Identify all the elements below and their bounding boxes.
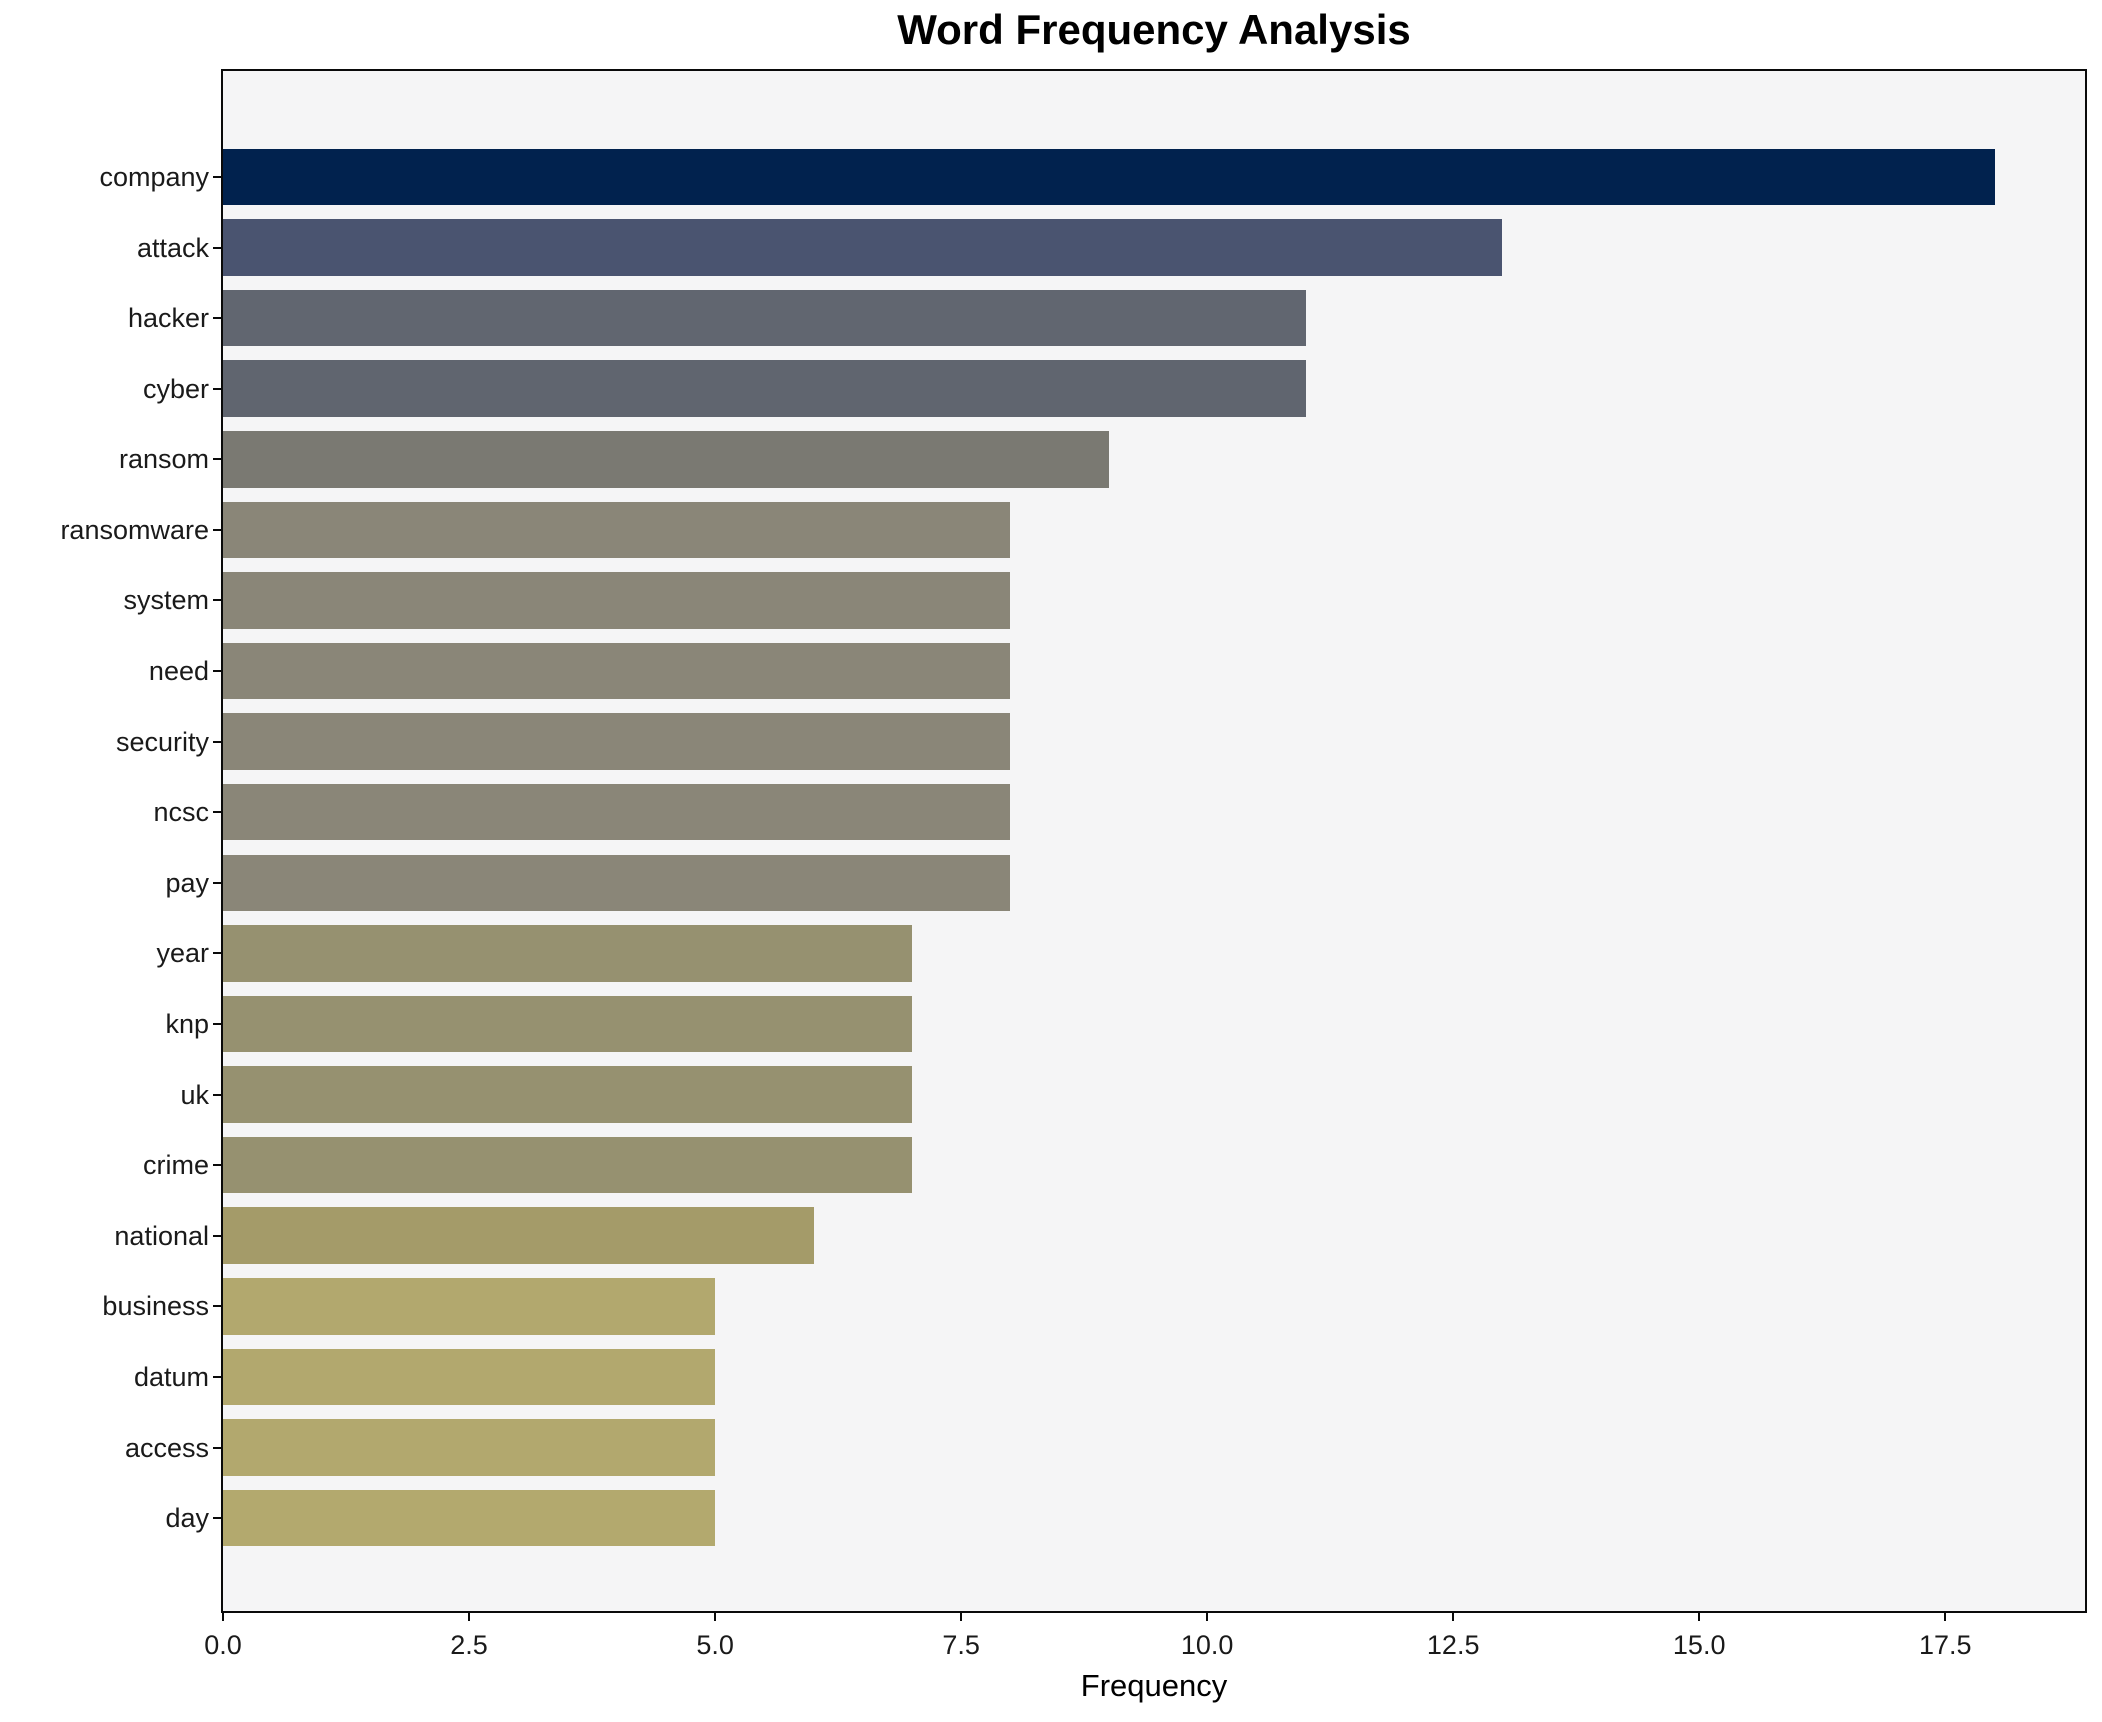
x-tick-mark	[222, 1612, 224, 1621]
bar-knp	[223, 995, 912, 1053]
y-tick-mark	[213, 1305, 222, 1308]
y-tick-label-national: national	[114, 1220, 209, 1251]
x-tick-label-15.0: 15.0	[1672, 1630, 1726, 1660]
y-tick-mark	[213, 1517, 222, 1520]
plot-area	[221, 69, 2087, 1613]
y-tick-label-uk: uk	[180, 1079, 209, 1110]
y-tick-mark	[213, 1234, 222, 1237]
y-tick-label-day: day	[165, 1503, 209, 1534]
bar-uk	[223, 1066, 912, 1123]
x-axis-label: Frequency	[1080, 1668, 1228, 1703]
bar-company	[223, 148, 1995, 206]
y-tick-label-hacker: hacker	[127, 303, 209, 334]
bar-pay	[223, 854, 1011, 912]
bar-hacker	[223, 289, 1306, 347]
y-tick-mark	[213, 811, 222, 814]
x-tick-label-17.5: 17.5	[1919, 1630, 1972, 1660]
x-tick-label-10.0: 10.0	[1180, 1630, 1234, 1660]
y-tick-mark	[213, 952, 222, 955]
y-tick-label-ransomware: ransomware	[60, 514, 209, 545]
y-tick-label-ncsc: ncsc	[153, 797, 209, 828]
y-tick-mark	[213, 387, 222, 390]
x-tick-mark	[960, 1612, 963, 1621]
y-tick-mark	[213, 1446, 222, 1449]
bar-access	[223, 1419, 716, 1476]
x-tick-mark	[1206, 1612, 1209, 1621]
y-tick-label-year: year	[156, 938, 209, 969]
chart-title: Word Frequency Analysis	[897, 6, 1411, 53]
x-tick-label-7.5: 7.5	[942, 1630, 980, 1660]
y-tick-mark	[213, 670, 222, 672]
y-tick-mark	[213, 175, 222, 178]
bar-datum	[223, 1348, 716, 1406]
y-tick-label-datum: datum	[133, 1361, 209, 1392]
bar-security	[223, 713, 1011, 770]
y-tick-mark	[213, 599, 222, 602]
x-tick-mark	[468, 1612, 470, 1621]
bar-ncsc	[223, 783, 1011, 841]
y-tick-mark	[213, 458, 222, 461]
y-tick-label-company: company	[99, 161, 209, 192]
y-tick-label-pay: pay	[165, 867, 209, 898]
y-tick-mark	[213, 740, 222, 743]
y-tick-mark	[213, 1375, 222, 1378]
y-tick-label-business: business	[102, 1291, 209, 1322]
x-tick-label-2.5: 2.5	[450, 1630, 488, 1660]
y-tick-label-knp: knp	[165, 1009, 209, 1039]
y-tick-mark	[213, 246, 222, 249]
y-tick-label-ransom: ransom	[118, 444, 209, 475]
y-tick-label-system: system	[123, 585, 209, 616]
y-tick-label-security: security	[115, 726, 209, 757]
x-tick-mark	[1452, 1612, 1455, 1621]
bar-national	[223, 1207, 814, 1264]
y-tick-label-need: need	[148, 656, 209, 686]
y-tick-label-cyber: cyber	[142, 373, 209, 404]
x-tick-mark	[1944, 1612, 1947, 1621]
x-tick-mark	[1698, 1612, 1701, 1621]
x-tick-label-0.0: 0.0	[204, 1630, 242, 1660]
y-tick-label-access: access	[124, 1432, 209, 1463]
bar-business	[223, 1278, 716, 1335]
y-tick-mark	[213, 317, 222, 320]
y-tick-label-attack: attack	[136, 232, 209, 263]
bar-system	[223, 572, 1011, 629]
x-tick-mark	[714, 1612, 717, 1621]
x-tick-label-12.5: 12.5	[1426, 1630, 1480, 1660]
y-tick-label-crime: crime	[143, 1150, 209, 1181]
y-tick-mark	[213, 528, 222, 531]
bar-need	[223, 642, 1011, 700]
bar-attack	[223, 219, 1503, 276]
bar-cyber	[223, 360, 1306, 417]
y-tick-mark	[213, 1023, 222, 1025]
bar-ransom	[223, 431, 1109, 488]
y-tick-mark	[213, 1164, 222, 1167]
y-tick-mark	[213, 881, 222, 884]
bar-ransomware	[223, 501, 1011, 559]
x-tick-label-5.0: 5.0	[696, 1630, 734, 1660]
bar-crime	[223, 1136, 912, 1194]
bar-year	[223, 925, 912, 982]
y-tick-mark	[213, 1093, 222, 1096]
bar-day	[223, 1489, 716, 1547]
